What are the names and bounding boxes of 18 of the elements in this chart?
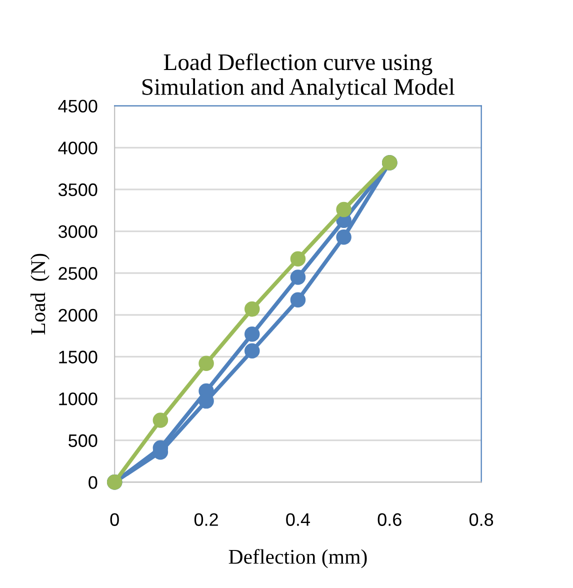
x-tick-label: 0.2 <box>194 513 218 526</box>
y-tick-label: 500 <box>68 434 98 448</box>
y-axis-title: Load (N) <box>30 254 50 334</box>
y-tick-label: 3500 <box>58 183 98 196</box>
x-axis-title: Deflection (mm) <box>228 548 367 568</box>
y-tick-label: 4000 <box>58 142 98 154</box>
y-tick-label: 4500 <box>58 100 98 113</box>
y-tick-label: 2000 <box>58 308 98 322</box>
y-tick-label: 2500 <box>58 267 98 280</box>
x-tick-label: 0 <box>110 513 119 526</box>
x-tick-label: 0.4 <box>286 513 310 526</box>
y-tick-label: 1000 <box>59 392 98 406</box>
x-tick-label: 0.6 <box>378 513 402 526</box>
chart-title: Load Deflection curve using Simulation and Analytical Model <box>142 53 455 100</box>
y-tick-label: 0 <box>88 476 98 489</box>
x-tick-label: 0.8 <box>469 513 494 526</box>
y-tick-label: 3000 <box>58 225 98 238</box>
y-tick-label: 1500 <box>59 350 98 364</box>
